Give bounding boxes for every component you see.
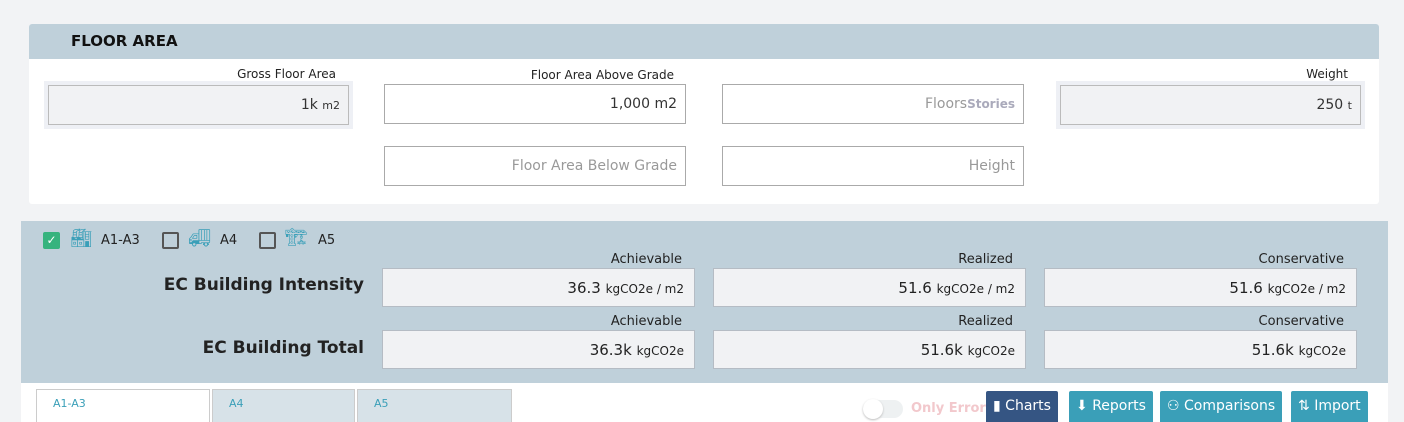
stage-a5-checkbox[interactable] [259,232,276,249]
weight-unit: t [1347,99,1352,112]
gross-floor-area-label: Gross Floor Area [237,67,336,81]
total-conservative-label: Conservative [1258,314,1344,329]
label: Charts [1005,398,1051,414]
unit: kgCO2e [636,344,684,358]
intensity-realized-field: 51.6 kgCO2e / m2 [713,268,1026,307]
value: 51.6k [1251,341,1294,359]
bar-chart-icon: ▮ [993,398,1001,414]
intensity-achievable-field: 36.3 kgCO2e / m2 [382,268,695,307]
charts-button[interactable]: ▮ Charts [986,391,1058,422]
tab-a1-a3[interactable]: A1-A3 [36,389,210,422]
value: 36.3 [567,279,601,297]
people-icon: ⚇ [1167,398,1180,414]
floor-area-above-label: Floor Area Above Grade [530,68,674,82]
floors-placeholder: Floors [924,96,968,112]
gross-floor-area-unit: m2 [322,99,340,112]
height-input[interactable]: Height [722,146,1024,186]
weight-label: Weight [1306,67,1348,81]
unit: kgCO2e [967,344,1015,358]
unit: kgCO2e [1298,344,1346,358]
total-realized-field: 51.6k kgCO2e [713,330,1026,369]
value: 51.6 [898,279,932,297]
tab-a4[interactable]: A4 [212,389,355,422]
gross-floor-area-field: 1k m2 [48,85,349,125]
tab-label: A4 [229,397,244,410]
gross-floor-area-value: 1k [300,97,318,113]
weight-value: 250 [1316,97,1344,113]
reports-button[interactable]: ⬇ Reports [1069,391,1153,422]
floors-input[interactable]: FloorsStories [722,84,1024,124]
stage-a4-label: A4 [220,233,238,248]
stage-a1-a3-label: A1-A3 [101,233,140,248]
value: 36.3k [589,341,632,359]
intensity-achievable-label: Achievable [610,252,682,267]
floor-area-title: FLOOR AREA [71,32,178,50]
intensity-conservative-label: Conservative [1258,252,1344,267]
stage-a5-label: A5 [318,233,336,248]
comparisons-button[interactable]: ⚇ Comparisons [1160,391,1283,422]
tab-label: A5 [374,397,389,410]
tab-label: A1-A3 [53,397,86,410]
total-conservative-field: 51.6k kgCO2e [1044,330,1357,369]
label: Reports [1092,398,1146,414]
total-achievable-field: 36.3k kgCO2e [382,330,695,369]
floor-area-header [29,24,1379,59]
unit: kgCO2e / m2 [936,282,1015,296]
only-errors-toggle[interactable] [863,399,903,419]
floor-area-above-input[interactable]: 1,000 m2 [384,84,686,124]
stage-a4-checkbox[interactable] [162,232,179,249]
import-button[interactable]: ⇅ Import [1291,391,1368,422]
intensity-realized-label: Realized [958,252,1013,267]
intensity-conservative-field: 51.6 kgCO2e / m2 [1044,268,1357,307]
download-icon: ⬇ [1076,398,1088,414]
crane-icon: 🏗︎ [285,227,308,248]
stage-a1-a3-checkbox[interactable]: ✓ [43,232,60,249]
ec-total-label: EC Building Total [202,338,364,358]
ec-intensity-label: EC Building Intensity [163,275,364,295]
factory-icon: 🏭︎ [70,228,93,249]
unit: kgCO2e / m2 [605,282,684,296]
weight-field: 250 t [1060,85,1361,125]
floors-unit: Stories [967,97,1015,111]
truck-icon: 🚚︎ [188,228,211,249]
unit: kgCO2e / m2 [1267,282,1346,296]
only-errors-label: Only Errors [911,401,994,416]
total-achievable-label: Achievable [610,314,682,329]
tab-a5[interactable]: A5 [357,389,512,422]
total-realized-label: Realized [958,314,1013,329]
toggle-knob [863,399,883,419]
label: Comparisons [1184,398,1276,414]
label: Import [1314,398,1361,414]
value: 51.6 [1229,279,1263,297]
value: 51.6k [920,341,963,359]
floor-area-below-input[interactable]: Floor Area Below Grade [384,146,686,186]
import-arrows-icon: ⇅ [1298,398,1310,414]
